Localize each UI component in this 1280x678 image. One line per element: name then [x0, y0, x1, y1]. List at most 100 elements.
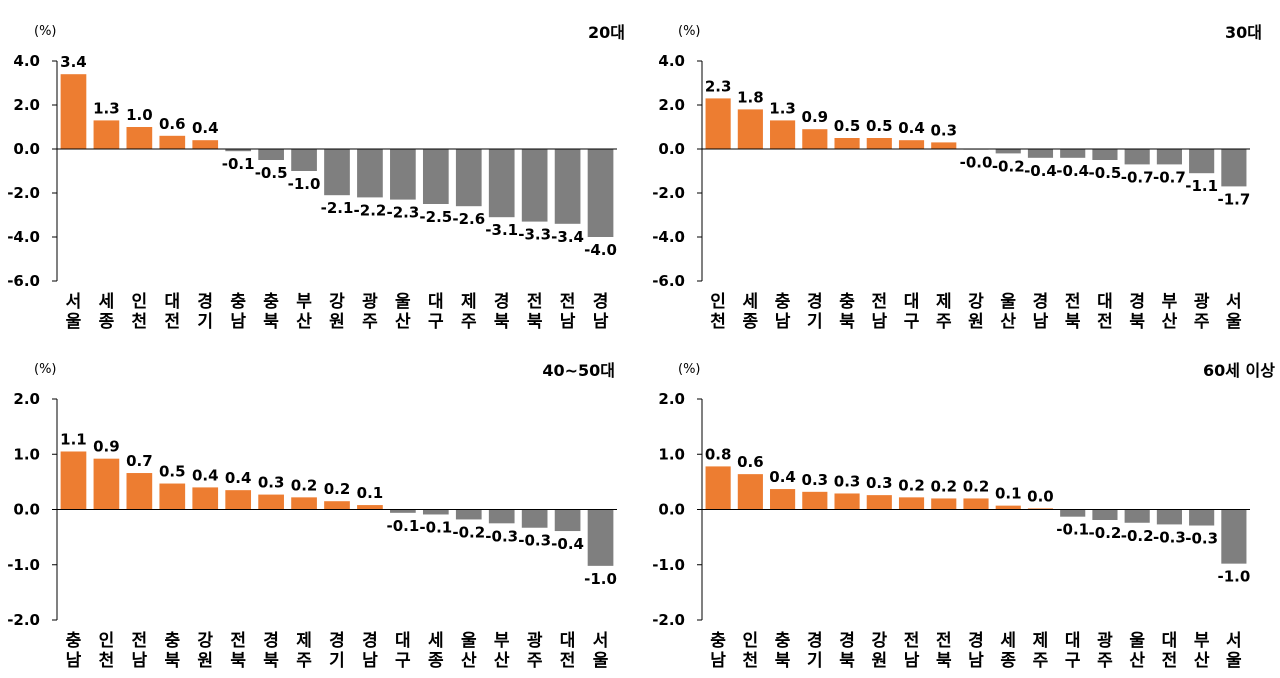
- y-tick-label: -6.0: [7, 272, 40, 290]
- data-label: -4.0: [584, 241, 617, 259]
- data-label: 0.2: [963, 477, 990, 495]
- chart-panel-4: (%) 60세 이상 2.0 1.0 0.0 -1.0 -2.0 0.8 충 남 0.6 인 천 0.4 충…: [652, 361, 1275, 671]
- bar: [995, 505, 1021, 510]
- data-label: 0.4: [225, 469, 252, 487]
- data-label: 1.8: [737, 88, 764, 106]
- bar: [422, 149, 449, 204]
- data-label: -0.7: [1153, 168, 1186, 186]
- data-label: -0.7: [1121, 168, 1154, 186]
- bar: [587, 149, 614, 237]
- y-tick-label: -1.0: [7, 556, 40, 574]
- bar: [1092, 149, 1118, 160]
- unit-label: (%): [678, 24, 701, 39]
- data-label: -3.3: [518, 226, 551, 244]
- data-label: 0.2: [324, 480, 351, 498]
- y-tick-label: 2.0: [13, 390, 40, 408]
- y-tick-label: 0.0: [658, 501, 685, 519]
- data-label: -1.1: [1185, 177, 1218, 195]
- data-label: -0.2: [452, 523, 485, 541]
- data-label: -2.6: [452, 210, 485, 228]
- data-label: 0.7: [126, 452, 153, 470]
- data-label: -0.1: [1056, 521, 1089, 539]
- bar: [488, 509, 515, 524]
- y-tick-label: 1.0: [658, 445, 685, 463]
- data-label: 0.2: [930, 477, 957, 495]
- data-label: -0.3: [485, 527, 518, 545]
- bar: [488, 149, 515, 218]
- y-tick-label: 2.0: [13, 96, 40, 114]
- data-label: -0.4: [1024, 162, 1057, 180]
- bar: [1221, 149, 1247, 187]
- y-tick-label: 2.0: [658, 96, 685, 114]
- data-label: -2.3: [386, 204, 419, 222]
- bar: [770, 489, 796, 510]
- bar: [995, 149, 1021, 154]
- bar: [258, 494, 284, 510]
- bar: [521, 149, 548, 222]
- data-label: -2.5: [419, 208, 452, 226]
- bar: [258, 149, 284, 160]
- bar: [554, 509, 581, 532]
- bar: [898, 140, 925, 149]
- data-label: 0.5: [866, 117, 893, 135]
- chart-title: 60세 이상: [1203, 361, 1275, 380]
- data-label: -1.0: [584, 570, 617, 588]
- bar: [931, 142, 957, 149]
- bar: [93, 458, 120, 510]
- y-tick-label: -2.0: [7, 611, 40, 629]
- y-tick-label: -4.0: [652, 228, 685, 246]
- y-tick-label: 0.0: [13, 501, 40, 519]
- data-label: 0.9: [93, 438, 120, 456]
- bar: [931, 498, 957, 510]
- bar: [455, 149, 482, 207]
- bar: [1156, 509, 1182, 525]
- data-label: 0.1: [357, 484, 384, 502]
- bar: [1060, 509, 1086, 517]
- bar: [192, 487, 219, 510]
- data-label: -0.2: [992, 157, 1025, 175]
- data-label: 0.0: [1027, 487, 1054, 505]
- chart-panel-2: (%) 30대 4.0 2.0 0.0 -2.0 -4.0 -6.0 2.3 인 천 1.8 세 종 1.3…: [652, 23, 1262, 332]
- bar: [390, 149, 416, 200]
- data-label: 1.3: [93, 99, 120, 117]
- bar: [357, 505, 383, 510]
- data-label: 0.3: [930, 121, 957, 139]
- bar: [1060, 149, 1086, 158]
- bar: [291, 149, 317, 171]
- data-label: -0.2: [1089, 524, 1122, 542]
